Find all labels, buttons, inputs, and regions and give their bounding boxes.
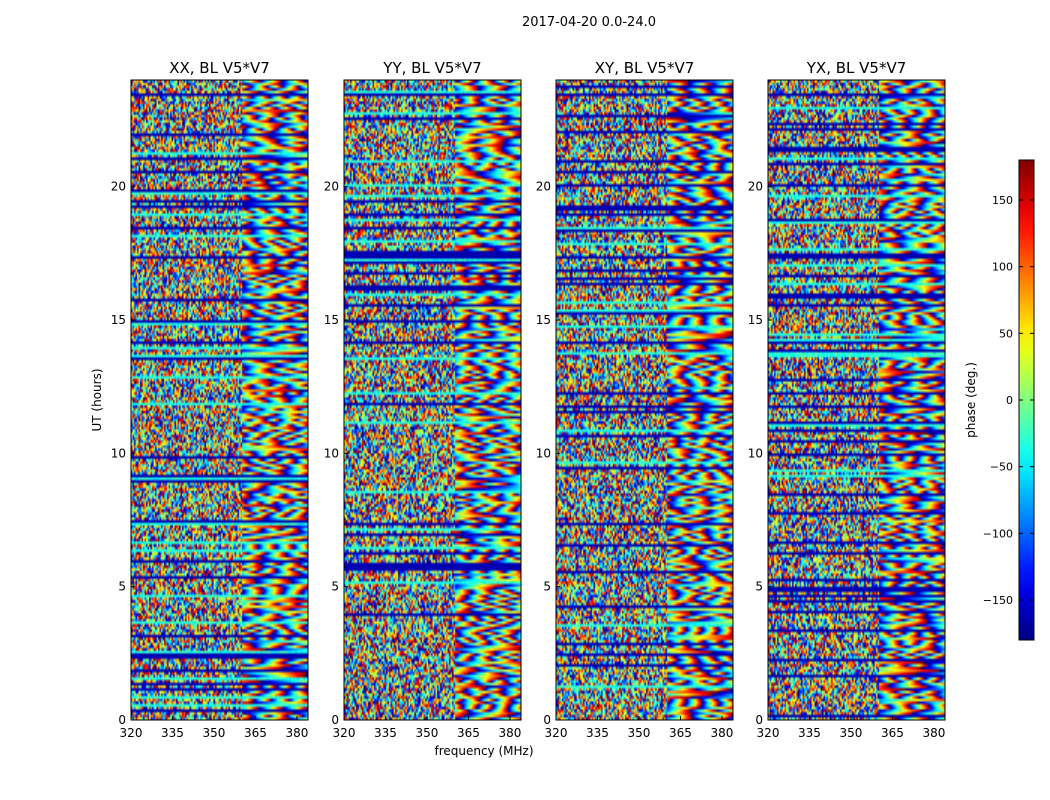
y-tick-label: 0 — [543, 713, 551, 727]
colorbar-tick-label: 0 — [1006, 394, 1013, 407]
y-tick-label: 20 — [111, 180, 126, 194]
panel-frame — [130, 79, 309, 721]
colorbar: 150 100 50 0 −50 −100 −150 — [983, 159, 1035, 641]
x-tick-label: 320 — [545, 726, 568, 740]
x-tick-label: 335 — [374, 726, 397, 740]
panel-xx: XX, BL V5*V7 320 335 350 365 380 0 5 10 15 20 — [111, 59, 309, 740]
x-tick-label: 380 — [710, 726, 733, 740]
panel-title: XY, BL V5*V7 — [595, 59, 695, 77]
panel-frame — [555, 79, 734, 721]
y-tick-label: 0 — [755, 713, 763, 727]
panel-title: XX, BL V5*V7 — [169, 59, 270, 77]
x-tick-label: 380 — [498, 726, 521, 740]
colorbar-tick-label: 50 — [999, 327, 1013, 340]
colorbar-tick-label: −150 — [983, 594, 1013, 607]
y-tick-label: 5 — [331, 580, 339, 594]
y-tick-label: 15 — [748, 313, 763, 327]
y-tick-label: 20 — [324, 180, 339, 194]
x-tick-label: 350 — [628, 726, 651, 740]
y-tick-label: 10 — [536, 446, 551, 460]
phase-heatmap — [556, 80, 733, 720]
y-tick-label: 15 — [111, 313, 126, 327]
x-tick-label: 380 — [922, 726, 945, 740]
panel-yx: YX, BL V5*V7 320 335 350 365 380 0 5 10 15 20 — [748, 59, 946, 740]
x-tick-label: 365 — [457, 726, 480, 740]
x-tick-label: 365 — [669, 726, 692, 740]
x-tick-label: 380 — [285, 726, 308, 740]
x-tick-label: 365 — [881, 726, 904, 740]
y-tick-label: 0 — [118, 713, 126, 727]
phase-heatmap — [344, 80, 521, 720]
y-tick-label: 20 — [748, 180, 763, 194]
x-tick-label: 335 — [161, 726, 184, 740]
colorbar-label: phase (deg.) — [964, 362, 978, 438]
x-tick-label: 335 — [798, 726, 821, 740]
x-tick-label: 320 — [757, 726, 780, 740]
figure-title: 2017-04-20 0.0-24.0 — [522, 15, 656, 30]
x-tick-label: 335 — [586, 726, 609, 740]
y-tick-label: 10 — [111, 446, 126, 460]
y-tick-label: 10 — [748, 446, 763, 460]
x-tick-label: 320 — [120, 726, 143, 740]
y-axis-label: UT (hours) — [90, 368, 104, 431]
y-tick-label: 10 — [324, 446, 339, 460]
y-tick-label: 5 — [543, 580, 551, 594]
y-tick-label: 15 — [324, 313, 339, 327]
x-tick-label: 320 — [333, 726, 356, 740]
x-axis-label: frequency (MHz) — [434, 744, 533, 758]
panel-xy: XY, BL V5*V7 320 335 350 365 380 0 5 10 15 20 — [536, 59, 734, 740]
panel-title: YX, BL V5*V7 — [806, 59, 907, 77]
colorbar-tick-label: 100 — [992, 261, 1013, 274]
y-tick-label: 5 — [755, 580, 763, 594]
colorbar-tick-label: −50 — [990, 461, 1013, 474]
phase-heatmap — [131, 80, 308, 720]
y-tick-label: 15 — [536, 313, 551, 327]
y-tick-label: 0 — [331, 713, 339, 727]
panel-frame — [343, 79, 522, 721]
panel-frame — [767, 79, 946, 721]
y-tick-label: 5 — [118, 580, 126, 594]
x-tick-label: 350 — [840, 726, 863, 740]
y-tick-label: 20 — [536, 180, 551, 194]
panel-yy: YY, BL V5*V7 320 335 350 365 380 0 5 10 15 20 — [324, 59, 522, 740]
phase-heatmap — [768, 80, 945, 720]
colorbar-tick-label: −100 — [983, 527, 1013, 540]
x-tick-label: 365 — [244, 726, 267, 740]
colorbar-tick-label: 150 — [992, 194, 1013, 207]
panel-title: YY, BL V5*V7 — [382, 59, 481, 77]
x-tick-label: 350 — [416, 726, 439, 740]
x-tick-label: 350 — [203, 726, 226, 740]
